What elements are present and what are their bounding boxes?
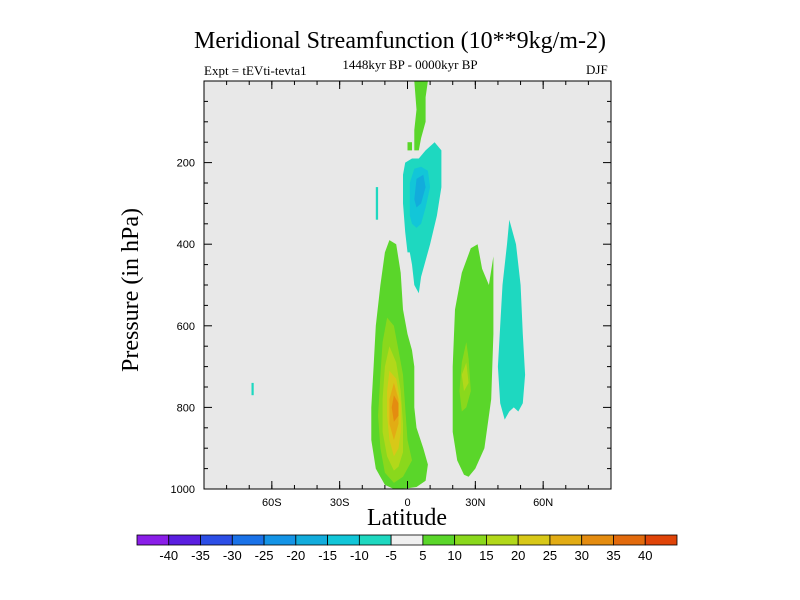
colorbar-label: 40 bbox=[638, 548, 652, 563]
x-tick-label: 60S bbox=[262, 497, 282, 509]
contour-negative-cell-north bbox=[497, 219, 526, 420]
colorbar-label: -30 bbox=[223, 548, 242, 563]
colorbar-label: -40 bbox=[159, 548, 178, 563]
contour-negative-upper-cell-15 bbox=[414, 174, 426, 208]
x-tick-label: 60N bbox=[533, 497, 553, 509]
y-tick-label: 200 bbox=[177, 158, 195, 170]
contour-plume-fleck bbox=[407, 142, 412, 151]
contour-regions bbox=[204, 81, 611, 489]
colorbar-swatch bbox=[231, 534, 265, 546]
contour-northern-cell-15 bbox=[461, 362, 469, 392]
colorbar-swatch bbox=[295, 534, 328, 546]
season-label: DJF bbox=[586, 62, 608, 77]
y-tick-label: 600 bbox=[177, 321, 195, 333]
axis-ticks: 60S 30S 0 30N 60N 200 400 600 800 1000 bbox=[171, 81, 611, 509]
contour-equatorial-plume bbox=[414, 81, 428, 151]
contour-northern-cell bbox=[452, 244, 494, 477]
colorbar-swatch bbox=[263, 534, 297, 546]
colorbar-label: -25 bbox=[255, 548, 274, 563]
experiment-label: Expt = tEVti-tevta1 bbox=[204, 63, 307, 78]
x-tick-label: 0 bbox=[404, 497, 410, 509]
contour-southern-cell-30 bbox=[391, 395, 399, 422]
colorbar-swatch bbox=[168, 534, 201, 546]
colorbar-label: -35 bbox=[191, 548, 210, 563]
colorbar-swatch bbox=[136, 534, 170, 546]
colorbar-swatch bbox=[200, 534, 233, 546]
colorbar-swatch bbox=[327, 534, 360, 546]
contour-left-small-neg bbox=[375, 187, 379, 220]
chart-title: Meridional Streamfunction (10**9kg/m-2) bbox=[194, 28, 606, 54]
colorbar-label: -5 bbox=[385, 548, 397, 563]
colorbar-swatch bbox=[422, 534, 456, 546]
time-range-label: 1448kyr BP - 0000kyr BP bbox=[342, 57, 478, 72]
colorbar-swatch bbox=[486, 534, 519, 546]
colorbar-swatch bbox=[549, 534, 583, 546]
y-tick-label: 1000 bbox=[171, 484, 195, 496]
colorbar-swatch bbox=[517, 534, 551, 546]
colorbar-label: 35 bbox=[606, 548, 620, 563]
y-tick-label: 400 bbox=[177, 239, 195, 251]
colorbar-label: -20 bbox=[286, 548, 305, 563]
x-tick-label: 30S bbox=[330, 497, 350, 509]
colorbar-swatch bbox=[390, 534, 424, 546]
contour-far-left-speck bbox=[251, 382, 254, 396]
colorbar-swatch bbox=[613, 534, 646, 546]
colorbar-label: 15 bbox=[479, 548, 493, 563]
colorbar-swatch bbox=[454, 534, 487, 546]
colorbar-swatch bbox=[358, 534, 392, 546]
colorbar-swatch bbox=[644, 534, 678, 546]
colorbar-label: -10 bbox=[350, 548, 369, 563]
colorbar-label: 10 bbox=[447, 548, 461, 563]
colorbar-label: 30 bbox=[574, 548, 588, 563]
colorbar-label: 25 bbox=[543, 548, 557, 563]
x-axis-label: Latitude bbox=[367, 505, 447, 531]
colorbar-label: 20 bbox=[511, 548, 525, 563]
y-tick-label: 800 bbox=[177, 402, 195, 414]
colorbar: -40 -35 -30 -25 -20 -15 -10 -5 5 10 15 20 25 30 35 40 bbox=[136, 534, 678, 563]
x-tick-label: 30N bbox=[465, 497, 485, 509]
colorbar-label: -15 bbox=[318, 548, 337, 563]
colorbar-swatch bbox=[581, 534, 614, 546]
colorbar-label: 5 bbox=[419, 548, 426, 563]
